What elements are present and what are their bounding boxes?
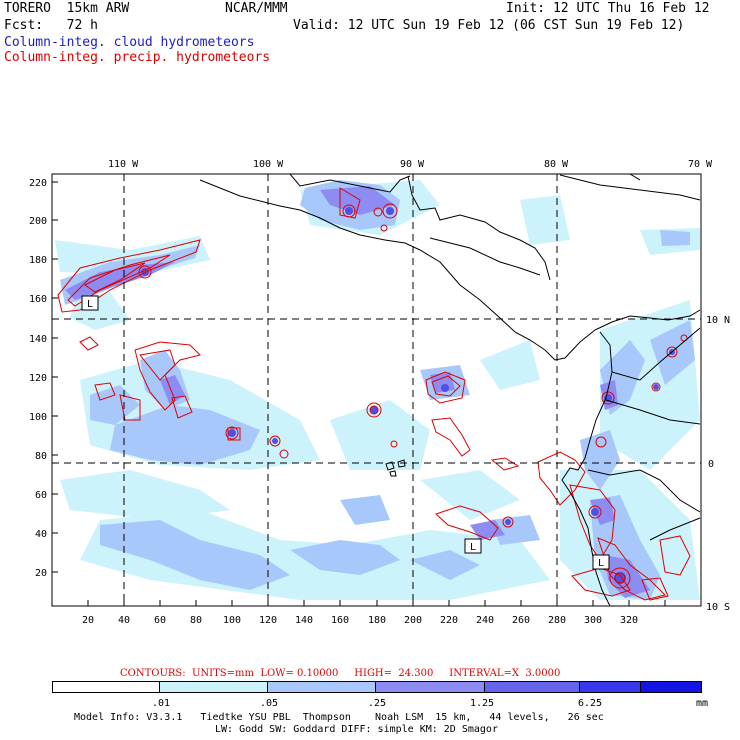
y-tick-220: 220: [29, 178, 47, 189]
x-tick-140: 140: [295, 615, 313, 626]
x-tick-100: 100: [223, 615, 241, 626]
lon-label-80w: 80 W: [544, 159, 569, 170]
x-tick-120: 120: [259, 615, 277, 626]
colorbar-segment-4: [484, 681, 580, 693]
low-label-2: L: [470, 542, 476, 553]
colorbar-label-3: 1.25: [470, 698, 495, 709]
y-tick-140: 140: [29, 334, 47, 345]
valid-time: Valid: 12 UTC Sun 19 Feb 12 (06 CST Sun …: [293, 18, 685, 33]
model-title: TORERO 15km ARW: [4, 1, 130, 16]
low-label-1: L: [87, 299, 93, 310]
agency-label: NCAR/MMM: [225, 1, 288, 16]
colorbar-segment-0: [52, 681, 160, 693]
model-physics: LW: Godd SW: Goddard DIFF: simple KM: 2D…: [215, 724, 498, 735]
x-tick-240: 240: [476, 615, 494, 626]
y-tick-180: 180: [29, 255, 47, 266]
contour-info: CONTOURS: UNITS=mm LOW= 0.10000 HIGH= 24…: [120, 668, 561, 679]
x-tick-220: 220: [440, 615, 458, 626]
colorbar-label-4: 6.25: [578, 698, 603, 709]
shaded-hydrometeors: [52, 174, 701, 606]
x-tick-80: 80: [190, 615, 202, 626]
x-tick-260: 260: [512, 615, 530, 626]
colorbar-segment-3: [375, 681, 485, 693]
colorbar-segment-2: [267, 681, 376, 693]
field-precip-label: Column-integ. precip. hydrometeors: [4, 50, 271, 65]
lat-label-10n: 10 N: [706, 315, 730, 326]
x-tick-60: 60: [154, 615, 166, 626]
y-tick-80: 80: [35, 451, 47, 462]
y-tick-120: 120: [29, 373, 47, 384]
y-tick-200: 200: [29, 216, 47, 227]
low-marker-1: [81, 295, 99, 311]
colorbar-label-0: .01: [152, 698, 171, 709]
x-tick-320: 320: [620, 615, 638, 626]
colorbar-segment-1: [159, 681, 268, 693]
y-tick-40: 40: [35, 529, 47, 540]
x-tick-20: 20: [82, 615, 94, 626]
colorbar-label-1: .05: [260, 698, 279, 709]
lat-label-10s: 10 S: [706, 602, 730, 613]
low-marker-2: [464, 538, 482, 554]
low-marker-3: [592, 554, 610, 570]
low-label-3: L: [598, 558, 604, 569]
lon-label-90w: 90 W: [400, 159, 425, 170]
x-tick-300: 300: [584, 615, 602, 626]
lat-label-0: 0: [708, 459, 714, 470]
lon-label-100w: 100 W: [253, 159, 284, 170]
init-time: Init: 12 UTC Thu 16 Feb 12: [506, 1, 710, 16]
x-tick-180: 180: [368, 615, 386, 626]
y-tick-160: 160: [29, 294, 47, 305]
field-cloud-label: Column-integ. cloud hydrometeors: [4, 35, 255, 50]
x-tick-40: 40: [118, 615, 130, 626]
forecast-hour: Fcst: 72 h: [4, 18, 98, 33]
lon-label-110w: 110 W: [108, 159, 139, 170]
colorbar-segment-5: [579, 681, 641, 693]
model-info: Model Info: V3.3.1 Tiedtke YSU PBL Thomp…: [74, 712, 604, 723]
x-tick-160: 160: [331, 615, 349, 626]
x-tick-200: 200: [404, 615, 422, 626]
lon-label-70w: 70 W: [688, 159, 713, 170]
x-tick-280: 280: [548, 615, 566, 626]
y-tick-20: 20: [35, 568, 47, 579]
y-tick-100: 100: [29, 412, 47, 423]
colorbar-segment-6: [640, 681, 702, 693]
colorbar-label-2: .25: [368, 698, 387, 709]
y-tick-60: 60: [35, 490, 47, 501]
colorbar-unit: mm: [696, 698, 709, 709]
